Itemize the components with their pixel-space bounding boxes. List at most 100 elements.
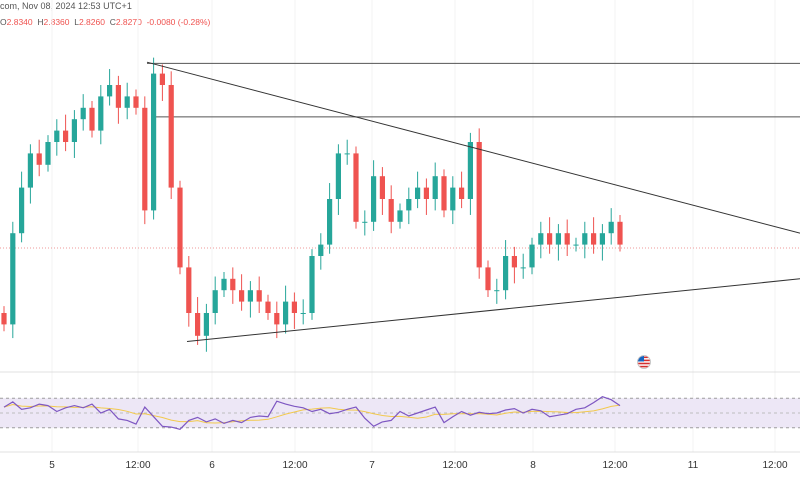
candle-body	[274, 313, 280, 325]
candle-body	[459, 187, 465, 199]
candle-body	[397, 210, 403, 222]
candle-body	[54, 130, 60, 142]
candle-body	[371, 176, 377, 222]
ohlc-readout: O2.8340 H2.8360 L2.8260 C2.8270 -0.0080 …	[0, 17, 210, 27]
candle-body	[335, 153, 341, 199]
candle-body	[538, 233, 544, 245]
horizontal-levels[interactable]	[147, 62, 800, 118]
candle-body	[19, 187, 25, 234]
time-tick-label: 12:00	[442, 460, 467, 471]
candle-body	[45, 142, 51, 165]
rsi-ma-line	[3, 403, 621, 424]
time-tick-label: 12:00	[282, 460, 307, 471]
candle-body	[124, 96, 130, 108]
grid	[51, 0, 776, 452]
close-key: C	[109, 17, 116, 27]
candle-body	[511, 256, 517, 268]
candle-body	[529, 244, 535, 268]
candle-body	[221, 278, 227, 291]
candle-body	[10, 233, 16, 325]
candle-body	[423, 187, 429, 199]
candle-body	[415, 187, 421, 199]
candle-body	[450, 187, 456, 211]
candle-body	[133, 96, 139, 108]
candle-body	[300, 313, 306, 314]
candle-body	[485, 267, 491, 291]
candle-body	[388, 199, 394, 222]
low-key: L	[74, 17, 79, 27]
candle-body	[151, 73, 157, 211]
candle-body	[98, 96, 104, 131]
candle-body	[89, 107, 95, 131]
candle-body	[177, 187, 183, 268]
candle-body	[353, 153, 359, 222]
candle-body	[291, 301, 297, 313]
candle-body	[1, 313, 7, 325]
candle-body	[239, 290, 245, 302]
triangle-pattern[interactable]	[146, 61, 800, 342]
candle-body	[283, 301, 289, 325]
change-value: -0.0080 (-0.28%)	[146, 17, 211, 27]
candle-body	[115, 85, 121, 108]
candle-body	[265, 301, 271, 313]
time-tick-label: 6	[209, 460, 215, 471]
low-value: 2.8260	[78, 17, 105, 27]
time-tick-label: 7	[369, 460, 375, 471]
us-flag-icon[interactable]	[637, 355, 651, 369]
time-tick-label: 8	[530, 460, 536, 471]
triangle-lower-trendline[interactable]	[186, 278, 800, 342]
candle-body	[599, 233, 605, 245]
candle-body	[379, 176, 385, 199]
candle-body	[318, 244, 324, 256]
candle-body	[327, 199, 333, 245]
candle-body	[247, 290, 253, 302]
candle-body	[344, 153, 350, 155]
candle-body	[212, 290, 218, 313]
candle-body	[582, 233, 588, 245]
candle-body	[617, 221, 623, 245]
candle-body	[195, 313, 201, 336]
candle-body	[309, 256, 315, 313]
open-value: 2.8340	[6, 17, 33, 27]
candle-body	[63, 130, 69, 142]
high-key: H	[37, 17, 44, 27]
candle-body	[573, 244, 579, 246]
candle-body	[608, 221, 614, 234]
candle-body	[80, 107, 86, 120]
candle-body	[36, 153, 42, 165]
candle-body	[27, 153, 33, 188]
candle-body	[71, 119, 77, 142]
candle-body	[591, 233, 597, 245]
high-value: 2.8360	[43, 17, 70, 27]
candle-body	[555, 233, 561, 245]
time-tick-label: 12:00	[762, 460, 787, 471]
time-axis: 5 12:00 6 12:00 7 12:00 8 12:00 11 12:00	[49, 460, 788, 471]
candle-body	[520, 267, 526, 269]
candle-body	[476, 142, 482, 268]
candle-body	[503, 256, 509, 291]
candle-body	[230, 278, 236, 291]
time-tick-label: 5	[49, 460, 55, 471]
candle-body	[168, 85, 174, 188]
candle-body	[564, 233, 570, 245]
time-tick-label: 12:00	[125, 460, 150, 471]
candle-body	[107, 85, 113, 97]
candle-body	[186, 267, 192, 313]
candle-body	[406, 199, 412, 211]
candle-body	[159, 73, 165, 85]
candle-body	[494, 290, 500, 292]
symbol-source-date: com, Nov 08, 2024 12:53 UTC+1	[0, 1, 132, 11]
open-key: O	[0, 17, 7, 27]
candle-body	[467, 142, 473, 199]
candle-body	[203, 313, 209, 336]
rsi-line	[3, 396, 621, 430]
close-value: 2.8270	[115, 17, 142, 27]
time-tick-label: 11	[688, 460, 699, 471]
candle-body	[547, 233, 553, 245]
triangle-upper-trendline[interactable]	[146, 61, 800, 234]
candle-body	[362, 221, 368, 223]
candle-body	[142, 107, 148, 211]
candle-body	[432, 176, 438, 199]
chart-header: com, Nov 08, 2024 12:53 UTC+1 O2.8340 H2…	[0, 0, 800, 30]
